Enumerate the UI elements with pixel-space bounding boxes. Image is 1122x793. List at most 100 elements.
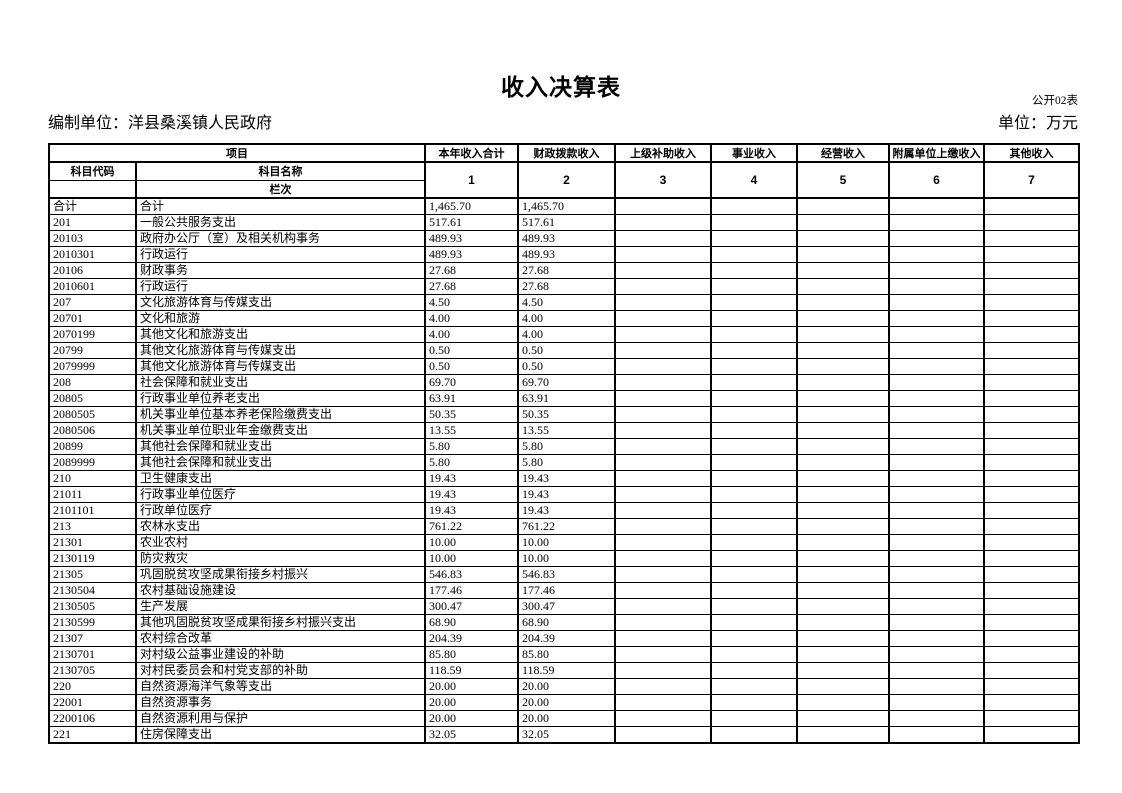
- value-superior-subsidy-cell: [614, 501, 712, 519]
- value-total-cell: 63.91: [424, 389, 519, 407]
- value-business-cell: [710, 597, 798, 615]
- value-total-cell: 546.83: [424, 565, 519, 583]
- value-other-cell: [983, 261, 1080, 279]
- subject-name-cell: 社会保障和就业支出: [135, 373, 426, 391]
- value-business-cell: [710, 405, 798, 423]
- value-other-cell: [983, 197, 1080, 215]
- value-other-cell: [983, 533, 1080, 551]
- value-operating-cell: [796, 245, 890, 263]
- value-superior-subsidy-cell: [614, 645, 712, 663]
- value-total-cell: 19.43: [424, 469, 519, 487]
- subject-name-cell: 防灾救灾: [135, 549, 426, 567]
- value-business-cell: [710, 229, 798, 247]
- value-operating-cell: [796, 373, 890, 391]
- table-header: 项目 本年收入合计 财政拨款收入 上级补助收入 事业收入 经营收入 附属单位上缴…: [48, 143, 1080, 199]
- value-affiliated-cell: [888, 341, 985, 359]
- value-affiliated-cell: [888, 421, 985, 439]
- value-total-cell: 118.59: [424, 661, 519, 679]
- header-col-superior-subsidy: 上级补助收入: [614, 143, 712, 163]
- value-fiscal-cell: 546.83: [517, 565, 616, 583]
- value-fiscal-cell: 177.46: [517, 581, 616, 599]
- value-other-cell: [983, 677, 1080, 695]
- subject-code-cell: 2070199: [48, 325, 137, 343]
- value-total-cell: 4.00: [424, 325, 519, 343]
- value-affiliated-cell: [888, 453, 985, 471]
- value-operating-cell: [796, 197, 890, 215]
- value-total-cell: 20.00: [424, 709, 519, 727]
- subject-name-cell: 行政事业单位养老支出: [135, 389, 426, 407]
- value-affiliated-cell: [888, 677, 985, 695]
- header-colnum-1: 1: [424, 161, 519, 199]
- value-superior-subsidy-cell: [614, 709, 712, 727]
- value-total-cell: 1,465.70: [424, 197, 519, 215]
- value-fiscal-cell: 27.68: [517, 277, 616, 295]
- value-business-cell: [710, 309, 798, 327]
- subject-code-cell: 2080506: [48, 421, 137, 439]
- value-business-cell: [710, 693, 798, 711]
- value-superior-subsidy-cell: [614, 389, 712, 407]
- value-other-cell: [983, 389, 1080, 407]
- value-superior-subsidy-cell: [614, 517, 712, 535]
- value-business-cell: [710, 517, 798, 535]
- value-total-cell: 85.80: [424, 645, 519, 663]
- subject-code-cell: 2010301: [48, 245, 137, 263]
- subject-code-cell: 207: [48, 293, 137, 311]
- value-total-cell: 27.68: [424, 277, 519, 295]
- table-row: 2080505 机关事业单位基本养老保险缴费支出 50.35 50.35: [48, 405, 1080, 423]
- value-affiliated-cell: [888, 469, 985, 487]
- value-superior-subsidy-cell: [614, 581, 712, 599]
- value-superior-subsidy-cell: [614, 661, 712, 679]
- value-business-cell: [710, 277, 798, 295]
- value-superior-subsidy-cell: [614, 373, 712, 391]
- value-other-cell: [983, 277, 1080, 295]
- value-business-cell: [710, 389, 798, 407]
- subject-name-cell: 机关事业单位职业年金缴费支出: [135, 421, 426, 439]
- subject-name-cell: 巩固脱贫攻坚成果衔接乡村振兴: [135, 565, 426, 583]
- value-superior-subsidy-cell: [614, 677, 712, 695]
- table-row: 2130599 其他巩固脱贫攻坚成果衔接乡村振兴支出 68.90 68.90: [48, 613, 1080, 631]
- value-other-cell: [983, 453, 1080, 471]
- value-affiliated-cell: [888, 277, 985, 295]
- value-business-cell: [710, 421, 798, 439]
- value-business-cell: [710, 437, 798, 455]
- value-business-cell: [710, 581, 798, 599]
- value-total-cell: 4.00: [424, 309, 519, 327]
- table-row: 2130701 对村级公益事业建设的补助 85.80 85.80: [48, 645, 1080, 663]
- value-business-cell: [710, 501, 798, 519]
- value-fiscal-cell: 4.50: [517, 293, 616, 311]
- subject-code-cell: 2089999: [48, 453, 137, 471]
- value-affiliated-cell: [888, 213, 985, 231]
- value-operating-cell: [796, 437, 890, 455]
- value-other-cell: [983, 581, 1080, 599]
- value-superior-subsidy-cell: [614, 325, 712, 343]
- value-total-cell: 4.50: [424, 293, 519, 311]
- value-superior-subsidy-cell: [614, 405, 712, 423]
- value-other-cell: [983, 613, 1080, 631]
- header-col-total: 本年收入合计: [424, 143, 519, 163]
- value-affiliated-cell: [888, 357, 985, 375]
- value-affiliated-cell: [888, 629, 985, 647]
- revenue-table: 项目 本年收入合计 财政拨款收入 上级补助收入 事业收入 经营收入 附属单位上缴…: [48, 143, 1080, 744]
- subject-name-cell: 住房保障支出: [135, 725, 426, 743]
- header-col-fiscal: 财政拨款收入: [517, 143, 616, 163]
- value-operating-cell: [796, 533, 890, 551]
- value-fiscal-cell: 69.70: [517, 373, 616, 391]
- subject-name-cell: 农业农村: [135, 533, 426, 551]
- subject-code-cell: 20106: [48, 261, 137, 279]
- subject-name-cell: 其他巩固脱贫攻坚成果衔接乡村振兴支出: [135, 613, 426, 631]
- value-fiscal-cell: 0.50: [517, 341, 616, 359]
- subject-code-cell: 2130701: [48, 645, 137, 663]
- value-total-cell: 69.70: [424, 373, 519, 391]
- value-business-cell: [710, 453, 798, 471]
- value-operating-cell: [796, 277, 890, 295]
- table-row: 208 社会保障和就业支出 69.70 69.70: [48, 373, 1080, 391]
- value-other-cell: [983, 421, 1080, 439]
- value-operating-cell: [796, 565, 890, 583]
- subject-name-cell: 其他社会保障和就业支出: [135, 453, 426, 471]
- value-other-cell: [983, 709, 1080, 727]
- value-operating-cell: [796, 357, 890, 375]
- value-operating-cell: [796, 261, 890, 279]
- header-subject-name: 科目名称: [135, 161, 426, 181]
- table-row: 201 一般公共服务支出 517.61 517.61: [48, 213, 1080, 231]
- value-affiliated-cell: [888, 709, 985, 727]
